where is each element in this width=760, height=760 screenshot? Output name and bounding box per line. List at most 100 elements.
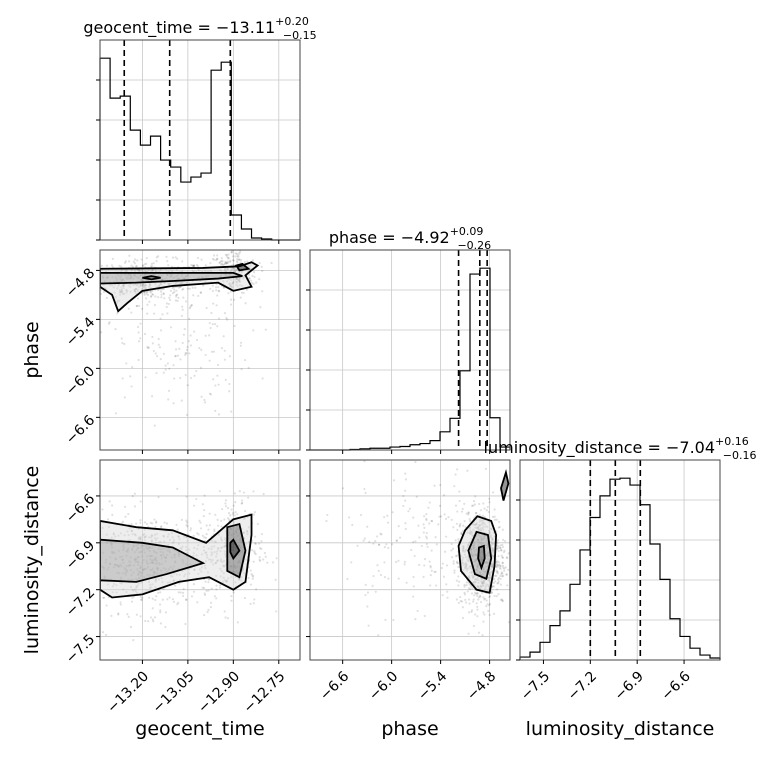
sample-point	[53, 604, 55, 606]
sample-point	[151, 342, 154, 345]
sample-point	[469, 565, 472, 568]
sample-point	[160, 278, 164, 281]
sample-point	[226, 260, 230, 263]
sample-point	[193, 504, 196, 507]
sample-point	[472, 504, 475, 507]
sample-point	[134, 577, 138, 580]
sample-point	[472, 555, 475, 558]
sample-point	[242, 291, 245, 295]
sample-point	[366, 605, 369, 608]
sample-point	[472, 523, 475, 526]
sample-point	[133, 551, 136, 554]
sample-point	[149, 265, 153, 268]
sample-point	[162, 352, 165, 355]
sample-point	[219, 559, 222, 563]
sample-point	[139, 519, 142, 522]
sample-point	[175, 268, 179, 271]
sample-point	[235, 531, 238, 534]
y-tick-label: −7.2	[63, 585, 98, 620]
sample-point	[143, 286, 146, 289]
grid-1-1	[342, 250, 490, 450]
x-tick-label: −6.6	[658, 668, 693, 703]
sample-point	[121, 558, 124, 562]
sample-point	[404, 489, 407, 492]
sample-point	[507, 552, 510, 555]
sample-point	[180, 282, 183, 285]
sample-point	[139, 566, 143, 569]
sample-point	[123, 261, 127, 264]
sample-point	[211, 284, 214, 287]
sample-point	[221, 546, 224, 549]
sample-point	[125, 564, 128, 568]
contour-geocent_time-luminosity_distance	[226, 522, 247, 579]
sample-point	[177, 535, 180, 538]
sample-point	[141, 264, 144, 268]
sample-point	[200, 566, 203, 569]
x-tick-label: −6.6	[317, 668, 352, 703]
sample-point	[240, 266, 243, 270]
sample-point	[455, 579, 458, 582]
sample-point	[491, 550, 495, 554]
sample-point	[186, 525, 189, 528]
sample-point	[89, 531, 91, 533]
sample-point	[470, 538, 473, 541]
sample-point	[247, 366, 250, 370]
sample-point	[185, 274, 188, 278]
sample-point	[213, 540, 216, 543]
sample-point	[130, 264, 133, 267]
sample-point	[236, 534, 239, 537]
sample-point	[404, 478, 408, 481]
sample-point	[259, 546, 262, 550]
sample-point	[193, 568, 196, 571]
sample-point	[238, 258, 241, 261]
sample-point	[198, 346, 201, 350]
sample-point	[129, 275, 132, 278]
sample-point	[143, 539, 146, 542]
sample-point	[160, 278, 164, 281]
sample-point	[457, 580, 461, 583]
sample-point	[192, 294, 195, 297]
sample-point	[162, 547, 165, 550]
sample-point	[152, 312, 156, 315]
sample-point	[155, 560, 158, 563]
sample-point	[172, 578, 176, 582]
sample-point	[234, 530, 238, 533]
sample-point	[155, 256, 158, 259]
sample-point	[485, 539, 488, 542]
y-axis-label: phase	[21, 321, 43, 378]
sample-point	[478, 571, 481, 574]
sample-point	[425, 531, 428, 535]
sample-point	[414, 460, 417, 464]
sample-point	[182, 296, 185, 299]
sample-point	[232, 267, 235, 270]
sample-point	[207, 558, 211, 561]
sample-point	[186, 345, 189, 349]
sample-point	[326, 513, 329, 517]
sample-point	[524, 508, 526, 510]
sample-point	[457, 584, 460, 587]
sample-point	[458, 524, 461, 527]
sample-point	[230, 599, 233, 602]
sample-point	[151, 546, 154, 549]
sample-point	[159, 611, 162, 614]
sample-point	[468, 602, 471, 605]
sample-point	[135, 585, 138, 588]
sample-point	[217, 317, 221, 320]
sample-point	[477, 585, 480, 589]
sample-point	[173, 288, 176, 291]
sample-point	[495, 564, 499, 567]
sample-point	[140, 551, 143, 554]
panel-title-luminosity_distance: luminosity_distance = −7.04+0.16 −0.16	[484, 435, 757, 462]
sample-point	[143, 273, 146, 276]
sample-point	[250, 279, 253, 282]
sample-point	[505, 556, 508, 559]
sample-point	[490, 528, 493, 531]
sample-point	[145, 262, 148, 265]
sample-point	[184, 373, 187, 377]
sample-point	[208, 524, 211, 527]
sample-point	[95, 329, 97, 331]
sample-point	[464, 598, 467, 601]
sample-point	[111, 257, 114, 261]
sample-point	[480, 537, 483, 540]
x-tick-label: −7.2	[565, 668, 600, 703]
